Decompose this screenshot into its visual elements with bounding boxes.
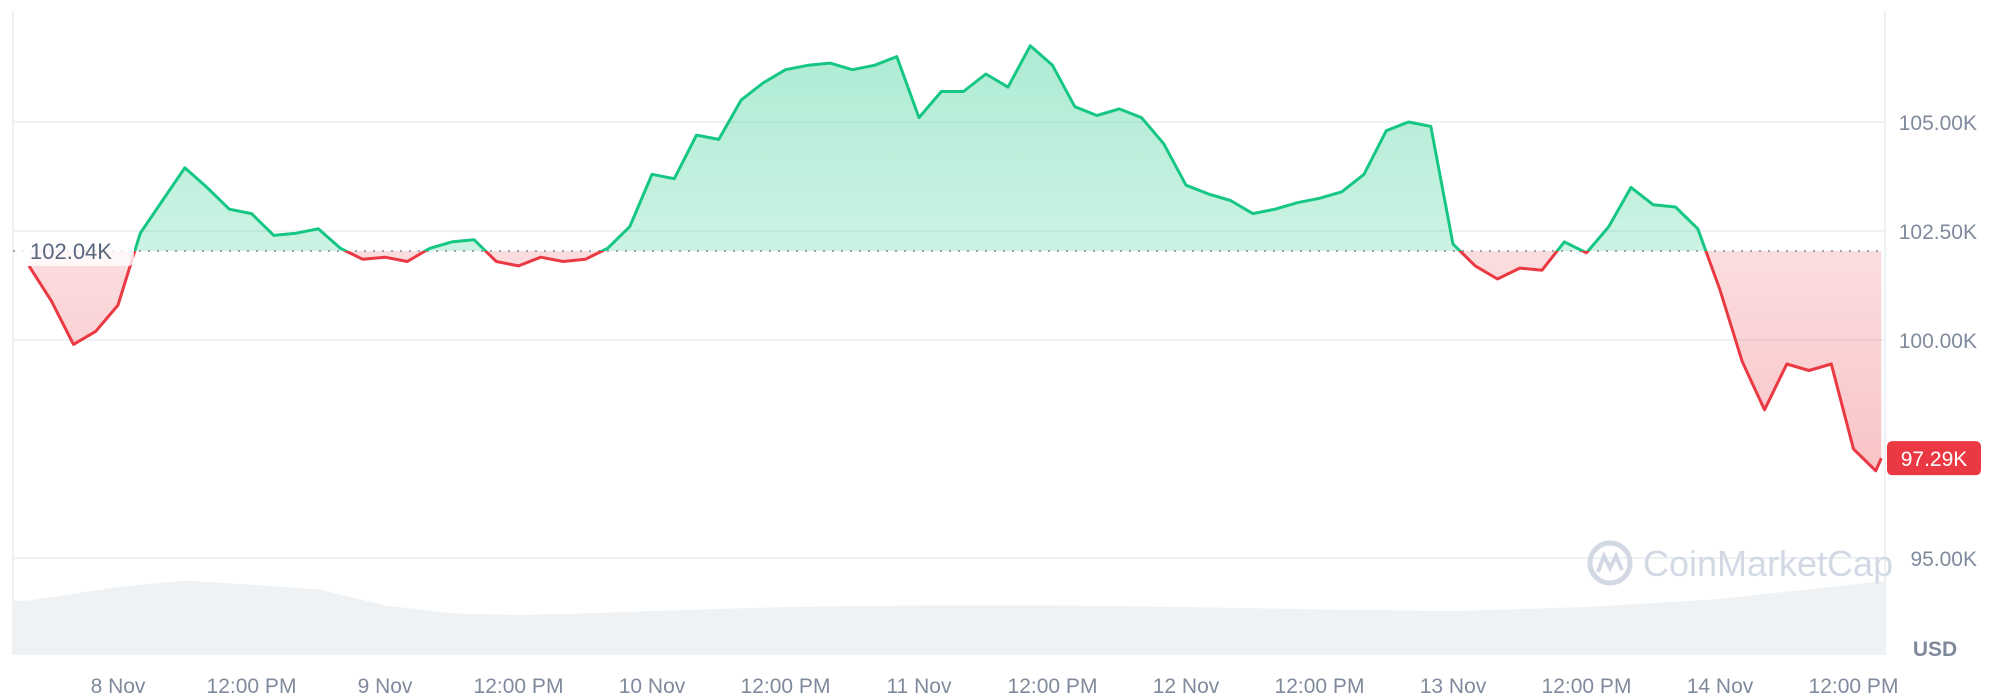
baseline-label: 102.04K: [22, 234, 134, 267]
price-line-down: [27, 251, 1883, 473]
y-axis: 95.00K 100.00K 102.50K 105.00K: [1899, 112, 1977, 571]
current-price: 97.29K: [1901, 448, 1968, 471]
x-axis: 8 Nov 12:00 PM 9 Nov 12:00 PM 10 Nov 12:00 PM…: [91, 675, 1899, 698]
currency-label: USD: [1913, 638, 1957, 661]
y-tick-label: 105.00K: [1899, 112, 1977, 135]
x-tick-label: 12:00 PM: [1542, 675, 1632, 698]
x-tick-label: 10 Nov: [619, 675, 686, 698]
x-tick-label: 11 Nov: [887, 675, 952, 698]
x-tick-label: 12:00 PM: [1008, 675, 1098, 698]
x-tick-label: 12:00 PM: [1809, 675, 1899, 698]
x-tick-label: 12:00 PM: [474, 675, 564, 698]
x-tick-label: 14 Nov: [1687, 675, 1754, 698]
x-tick-label: 12:00 PM: [1275, 675, 1365, 698]
volume-area: [13, 580, 1885, 655]
y-tick-label: 102.50K: [1899, 221, 1977, 244]
x-tick-label: 12 Nov: [1153, 675, 1220, 698]
price-line-up: [133, 44, 1708, 252]
x-tick-label: 13 Nov: [1420, 675, 1487, 698]
area-above-baseline: [134, 45, 1706, 252]
x-tick-label: 12:00 PM: [207, 675, 297, 698]
baseline-value: 102.04K: [30, 239, 112, 264]
watermark: CoinMarketCap: [1587, 540, 1893, 586]
watermark-text: CoinMarketCap: [1643, 543, 1893, 584]
x-tick-label: 12:00 PM: [741, 675, 831, 698]
y-tick-label: 100.00K: [1899, 330, 1977, 353]
x-tick-label: 8 Nov: [91, 675, 146, 698]
y-tick-label: 95.00K: [1910, 548, 1977, 571]
current-price-badge: 97.29K: [1887, 441, 1981, 476]
x-tick-label: 9 Nov: [358, 675, 413, 698]
